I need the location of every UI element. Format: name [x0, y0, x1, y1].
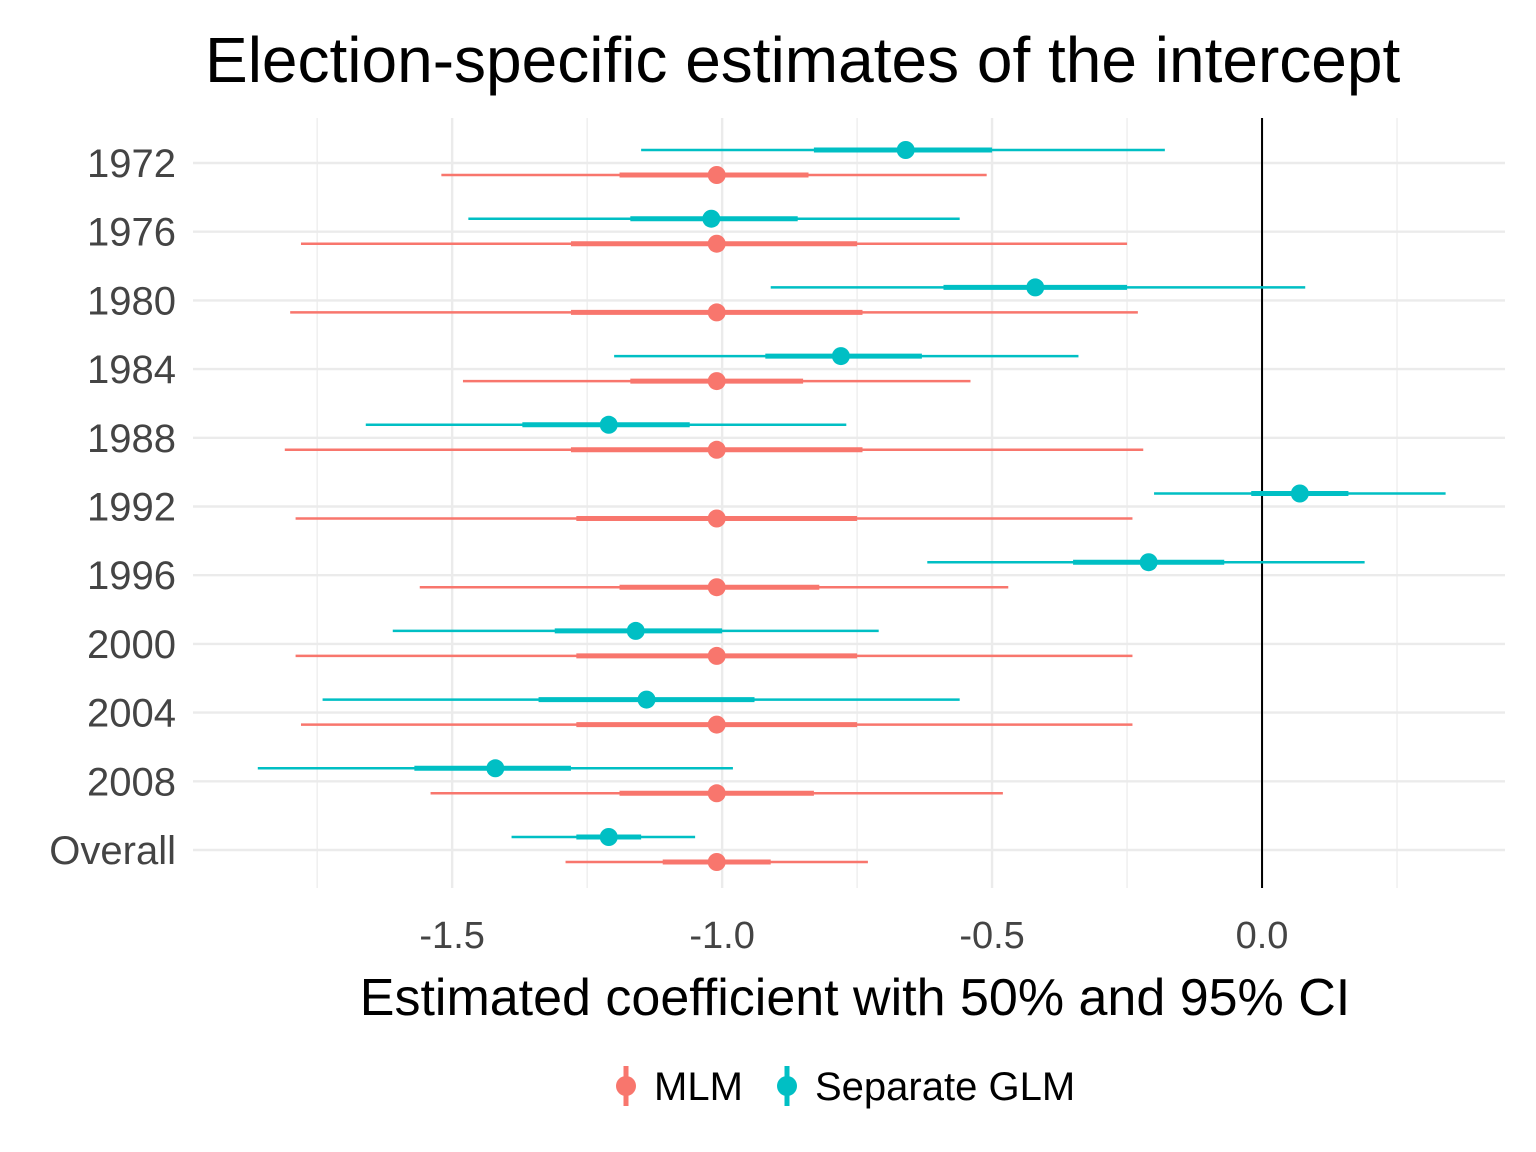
legend-key-point	[616, 1076, 636, 1096]
interval-marks	[257, 141, 1446, 871]
x-tick-label: -1.0	[689, 915, 754, 957]
estimate-point	[707, 440, 726, 459]
estimate-point	[1026, 278, 1045, 297]
y-tick-label: 1976	[87, 211, 176, 255]
estimate-point	[707, 646, 726, 665]
x-tick-label: -1.5	[419, 915, 484, 957]
estimate-point	[626, 621, 645, 640]
chart-title: Election-specific estimates of the inter…	[205, 24, 1400, 96]
estimate-point	[599, 828, 618, 846]
y-tick-label: 1980	[87, 279, 176, 323]
legend-item: Separate GLM	[777, 1065, 1075, 1109]
estimate-point	[637, 690, 656, 709]
plot-grid	[193, 118, 1505, 888]
y-tick-label: 1984	[87, 348, 176, 392]
y-tick-label: 1972	[87, 142, 176, 186]
estimate-point	[831, 347, 850, 366]
x-axis-label: Estimated coefficient with 50% and 95% C…	[360, 969, 1350, 1027]
estimate-point	[707, 509, 726, 528]
y-tick-label: 2004	[87, 692, 176, 736]
legend-key-point	[777, 1076, 797, 1096]
x-tick-label: 0.0	[1236, 915, 1289, 957]
series-mlm	[284, 166, 1144, 871]
estimate-point	[707, 166, 726, 184]
legend-label: MLM	[654, 1065, 743, 1109]
y-tick-label: 2000	[87, 623, 176, 667]
estimate-point	[707, 715, 726, 734]
y-tick-label: 1988	[87, 417, 176, 461]
legend-item: MLM	[616, 1065, 743, 1109]
estimate-point	[707, 853, 726, 871]
y-tick-label: 1996	[87, 554, 176, 598]
x-tick-label: -0.5	[959, 915, 1024, 957]
estimate-point	[707, 234, 726, 253]
y-axis-tick-labels: 1972 1976 1980 1984 1988 1992 1996 2000 2004 2008…	[49, 142, 176, 873]
estimate-point	[707, 372, 726, 391]
estimate-point	[702, 209, 721, 228]
estimate-point	[707, 578, 726, 597]
y-tick-label: Overall	[49, 829, 176, 873]
y-tick-label: 1992	[87, 486, 176, 530]
estimate-point	[1139, 553, 1158, 572]
estimate-point	[896, 141, 915, 159]
estimate-point	[707, 784, 726, 803]
legend-label: Separate GLM	[815, 1065, 1075, 1109]
estimate-point	[486, 759, 505, 778]
estimate-point	[599, 415, 618, 434]
x-axis-tick-labels: -1.5 -1.0 -0.5 0.0	[419, 915, 1288, 957]
legend: MLM Separate GLM	[616, 1065, 1075, 1109]
estimate-point	[707, 303, 726, 322]
y-tick-label: 2008	[87, 760, 176, 804]
series-separate-glm	[257, 141, 1446, 846]
estimate-point	[1290, 484, 1309, 503]
